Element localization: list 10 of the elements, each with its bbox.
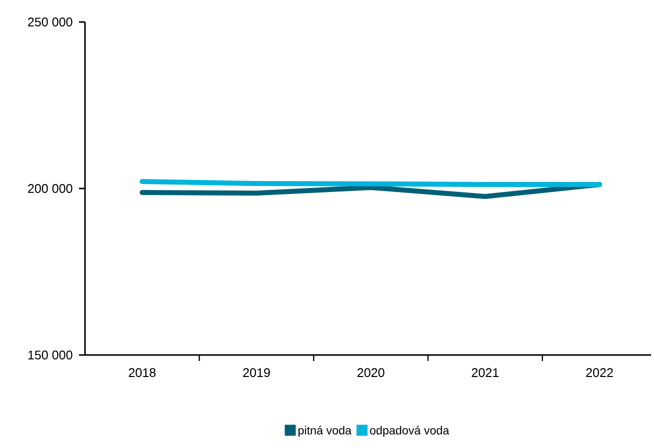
x-tick-label: 2020 (358, 368, 384, 378)
y-tick-label: 200 000 (28, 184, 72, 193)
y-tick-label: 150 000 (28, 350, 72, 360)
x-tick-label: 2018 (128, 368, 156, 378)
y-tick-label: 250 000 (28, 18, 72, 26)
legend-label: pitná voda (298, 426, 352, 437)
legend-label: odpadová voda (370, 426, 450, 437)
x-tick-label: 2019 (243, 368, 270, 378)
x-tick-label: 2022 (586, 368, 613, 378)
x-tick-label: 2021 (472, 368, 499, 378)
